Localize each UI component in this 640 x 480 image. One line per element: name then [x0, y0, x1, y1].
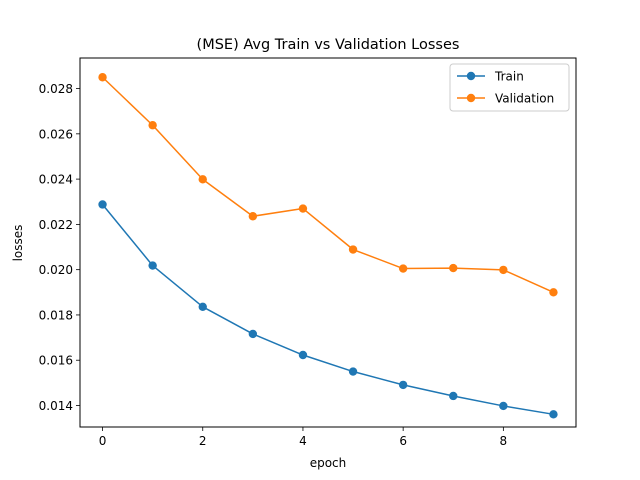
data-point-train	[248, 329, 258, 339]
x-tick-label: 6	[399, 434, 407, 448]
axes-frame	[79, 57, 577, 428]
data-point-train	[449, 391, 458, 401]
data-point-validation	[449, 263, 458, 273]
data-point-validation	[148, 121, 157, 130]
data-point-validation	[298, 204, 308, 213]
legend-item-validation: Validation	[457, 92, 554, 106]
legend-marker-validation	[466, 93, 476, 103]
legend-label-train: Train	[494, 70, 524, 84]
x-tick-label: 4	[299, 434, 307, 448]
legend: Train Validation	[449, 63, 570, 112]
data-point-validation	[248, 212, 258, 221]
data-point-train	[549, 410, 558, 419]
data-point-validation	[98, 73, 107, 82]
data-point-train	[348, 367, 358, 376]
data-point-validation	[549, 288, 558, 297]
data-point-validation	[198, 175, 207, 184]
data-point-train	[298, 350, 308, 360]
y-tick-label: 0.018	[39, 308, 73, 322]
y-tick-label: 0.016	[39, 354, 73, 368]
legend-item-train: Train	[457, 70, 524, 84]
data-point-train	[98, 200, 107, 209]
x-axis-label: epoch	[310, 456, 347, 470]
data-point-train	[398, 380, 408, 390]
y-axis: 0.014 0.016 0.018 0.020 0.022 0.024 0.026 0.028	[39, 82, 80, 413]
x-tick-label: 2	[199, 434, 207, 448]
series-validation	[98, 73, 558, 297]
y-tick-label: 0.026	[39, 127, 73, 141]
data-point-train	[148, 261, 157, 270]
series-line-validation	[102, 76, 554, 293]
series-line-train	[101, 203, 554, 416]
y-tick-label: 0.022	[39, 218, 73, 232]
x-axis: 0 2 4 6 8	[99, 427, 507, 448]
y-axis-label: losses	[11, 225, 25, 262]
legend-marker-train	[466, 71, 476, 81]
x-tick-label: 8	[500, 434, 508, 448]
legend-label-validation: Validation	[495, 92, 554, 106]
y-tick-label: 0.024	[39, 173, 73, 187]
data-point-validation	[398, 264, 408, 273]
data-point-train	[499, 401, 508, 411]
series-train	[98, 200, 558, 419]
data-point-train	[198, 302, 207, 311]
x-tick-label: 0	[99, 434, 107, 448]
y-tick-label: 0.028	[39, 82, 73, 96]
y-tick-label: 0.014	[39, 399, 73, 413]
data-point-validation	[348, 245, 358, 254]
y-tick-label: 0.020	[39, 263, 73, 277]
series-layer	[98, 73, 558, 419]
chart-title: (MSE) Avg Train vs Validation Losses	[197, 37, 460, 53]
data-point-validation	[499, 265, 508, 275]
